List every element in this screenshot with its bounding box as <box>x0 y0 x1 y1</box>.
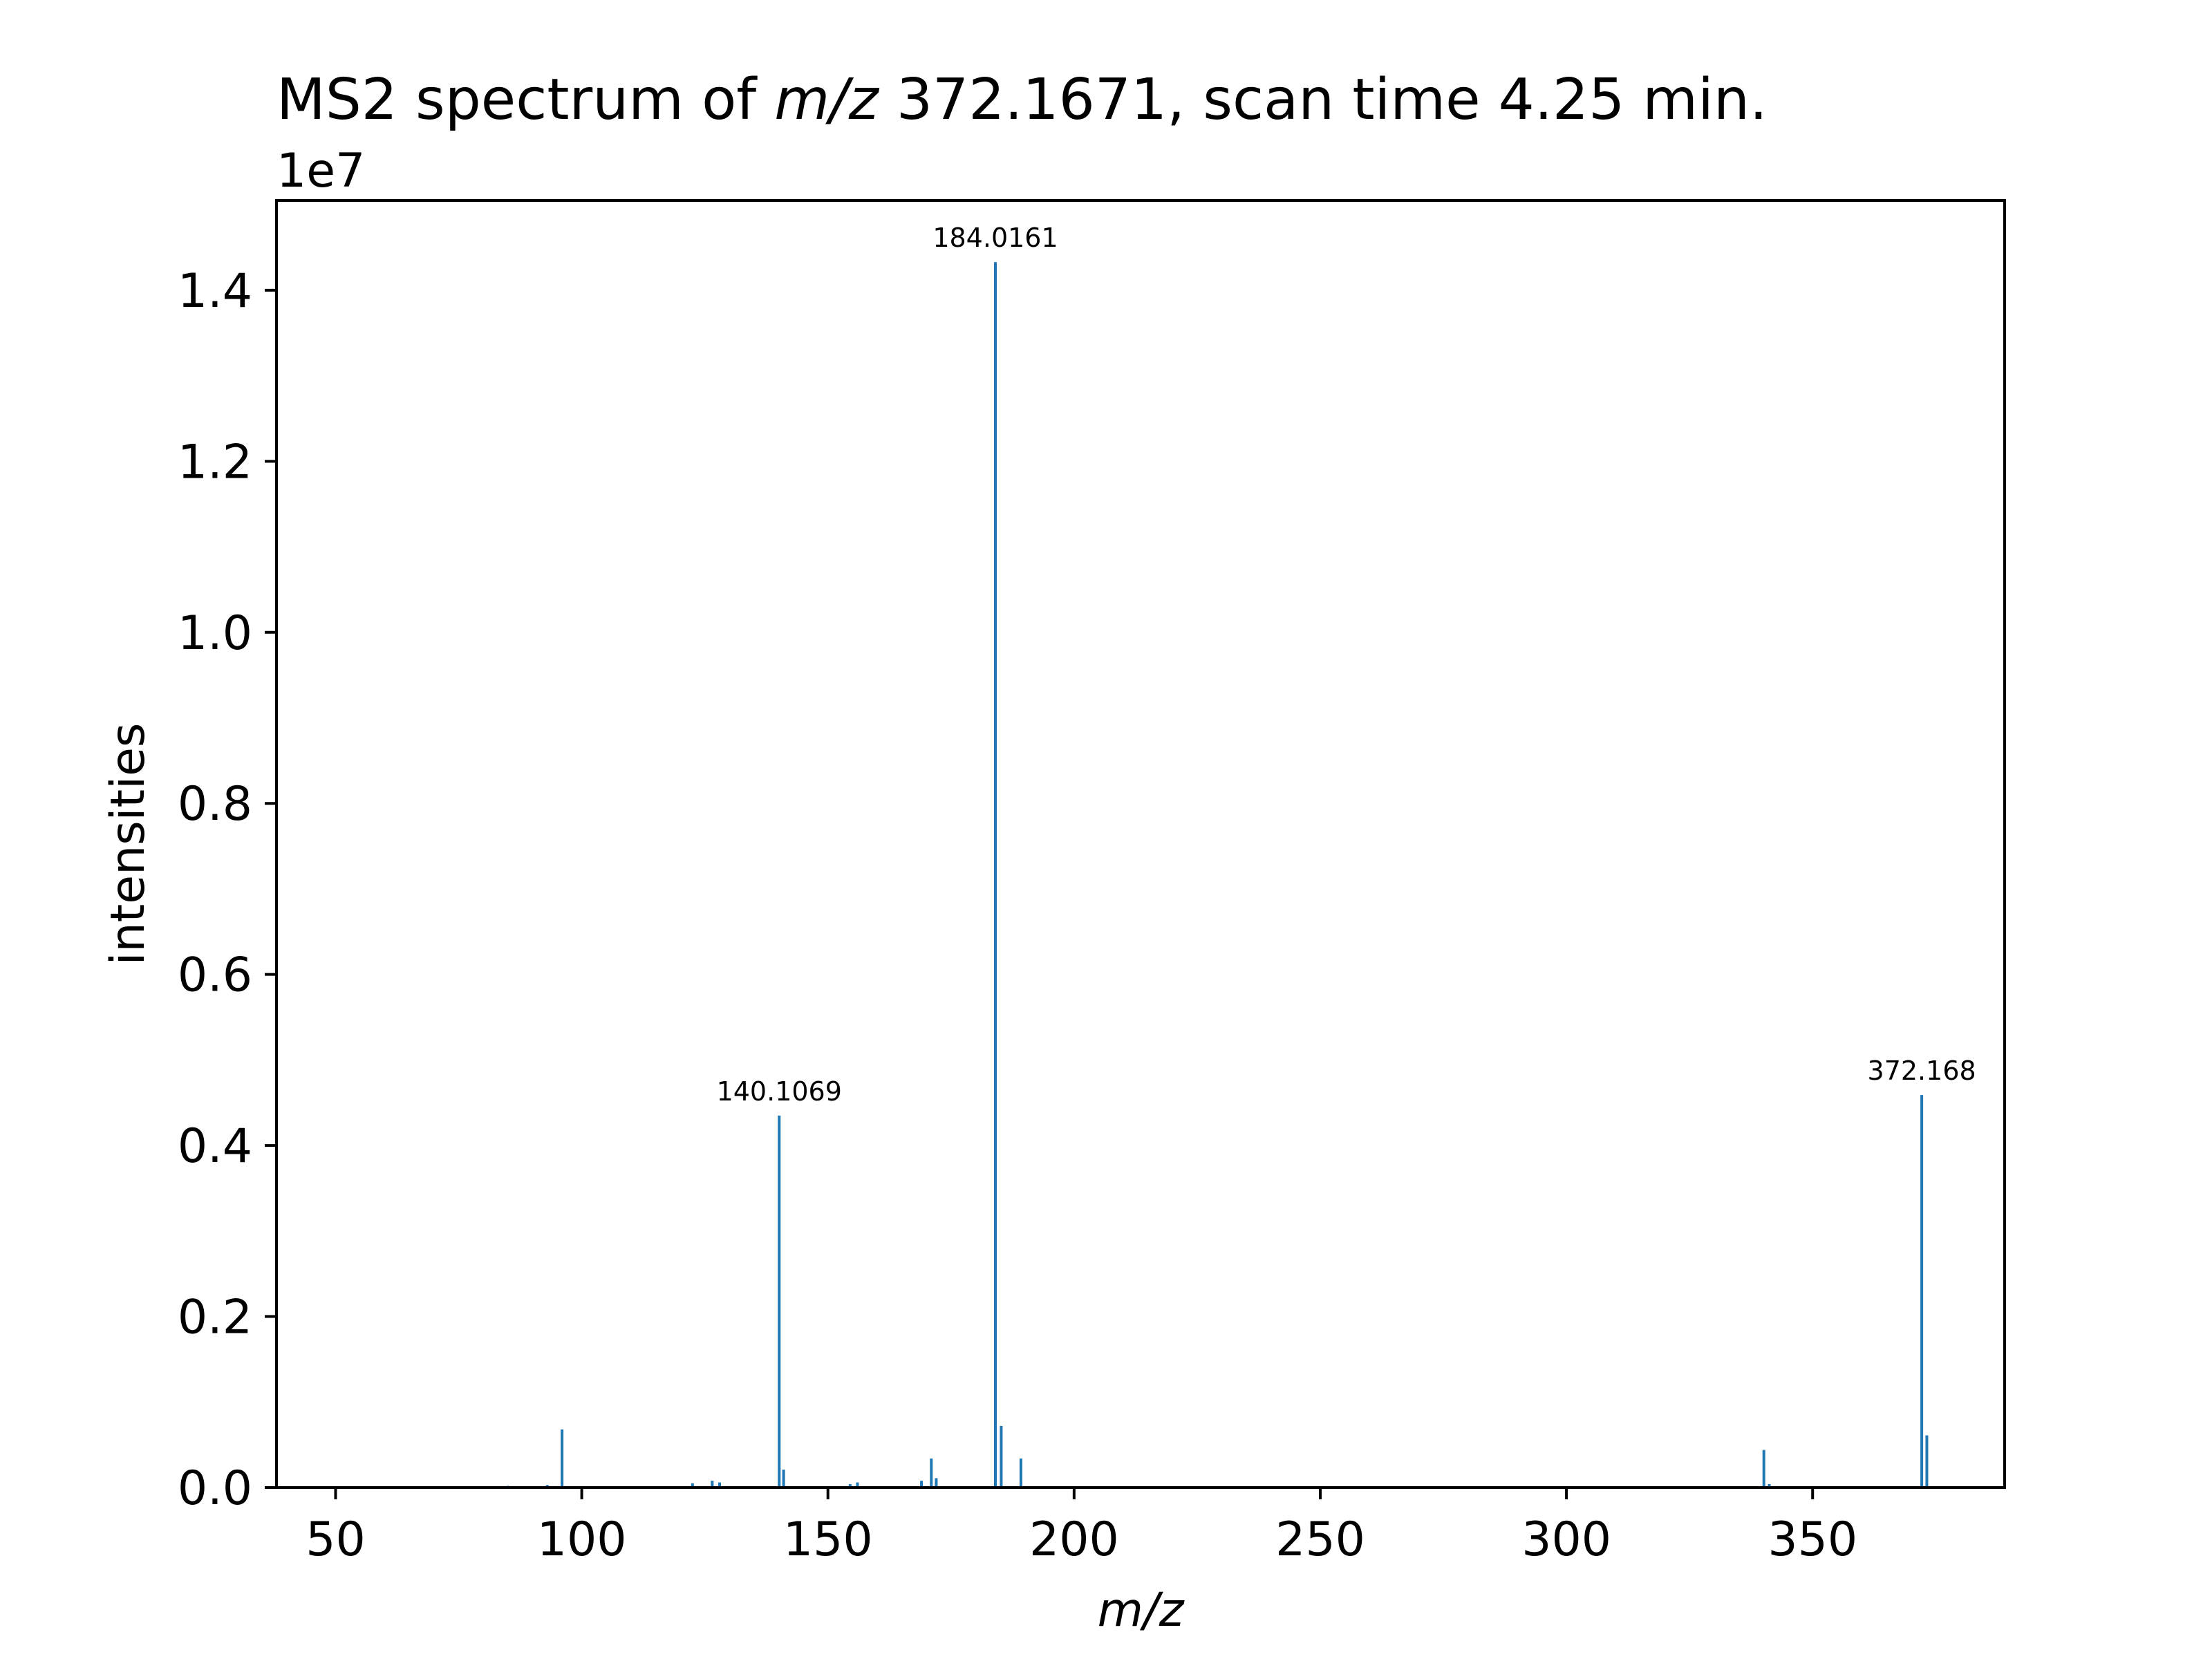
y-tick-label: 0.2 <box>178 1291 252 1345</box>
peak-annotation-label: 372.168 <box>1868 1056 1976 1086</box>
x-tick-label: 100 <box>537 1512 627 1567</box>
x-tick-label: 250 <box>1275 1512 1365 1567</box>
x-axis-ticks: 50 100 150 200 250 300 350 <box>306 1488 1857 1567</box>
y-tick-label: 0.8 <box>178 777 252 832</box>
peak-annotation-label: 140.1069 <box>717 1076 842 1107</box>
y-tick-label: 0.4 <box>178 1119 252 1174</box>
y-axis-label: intensities <box>101 723 156 966</box>
y-axis-offset-label: 1e7 <box>276 144 365 198</box>
x-tick-label: 200 <box>1029 1512 1119 1567</box>
chart-title-suffix: 372.1671, scan time 4.25 min. <box>879 67 1768 133</box>
x-axis-label: m/z <box>1098 1583 1185 1638</box>
peak-annotation-label: 184.0161 <box>932 223 1058 253</box>
y-axis-ticks: 0.0 0.2 0.4 0.6 0.8 1.0 1.2 1.4 <box>178 264 276 1516</box>
x-tick-label: 150 <box>783 1512 873 1567</box>
x-tick-label: 50 <box>306 1512 366 1567</box>
peak-annotations: 140.1069 184.0161 372.168 <box>717 223 1976 1107</box>
x-tick-label: 350 <box>1768 1512 1857 1567</box>
y-tick-label: 1.2 <box>178 435 252 489</box>
x-tick-label: 300 <box>1521 1512 1611 1567</box>
peaks-layer <box>506 262 1929 1488</box>
y-tick-label: 0.0 <box>178 1461 252 1516</box>
chart-title-mz-italic: m/z <box>774 67 880 133</box>
plot-area-frame <box>275 199 2006 1489</box>
chart-title-prefix: MS2 spectrum of <box>276 67 774 133</box>
y-tick-label: 1.4 <box>178 264 252 319</box>
y-tick-label: 0.6 <box>178 948 252 1003</box>
chart-title: MS2 spectrum of m/z 372.1671, scan time … <box>276 67 1768 133</box>
y-tick-label: 1.0 <box>178 606 252 661</box>
